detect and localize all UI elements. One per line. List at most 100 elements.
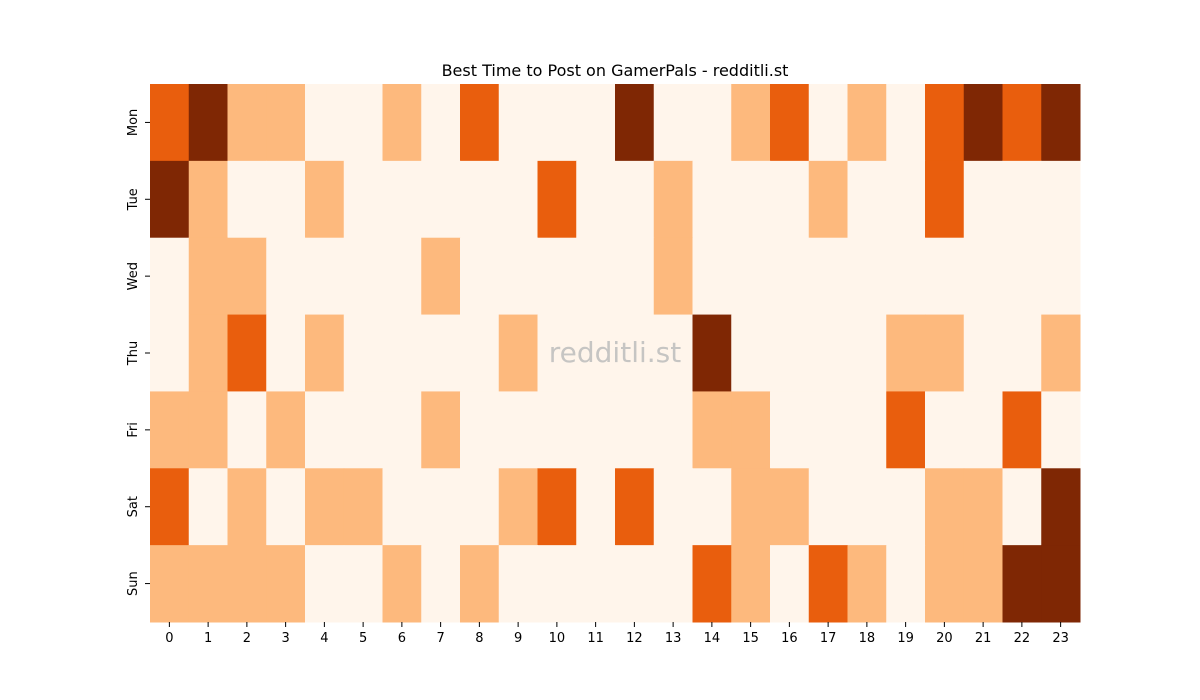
heatmap-cell-sat-23 bbox=[1041, 468, 1081, 546]
x-tick-label: 5 bbox=[359, 631, 367, 646]
heatmap-cell-sun-0 bbox=[150, 545, 190, 623]
heatmap-cell-sat-18 bbox=[847, 468, 887, 546]
heatmap-cell-wed-3 bbox=[266, 237, 306, 316]
heatmap-cell-thu-16 bbox=[770, 314, 810, 392]
heatmap-cell-tue-18 bbox=[847, 160, 887, 239]
heatmap-cell-tue-10 bbox=[537, 160, 577, 239]
x-tick-label: 13 bbox=[665, 631, 682, 646]
heatmap-cell-tue-16 bbox=[770, 160, 810, 239]
x-tick-label: 7 bbox=[436, 631, 444, 646]
heatmap-cell-wed-21 bbox=[963, 237, 1003, 316]
heatmap-cell-tue-2 bbox=[227, 160, 267, 239]
x-tick-label: 19 bbox=[897, 631, 914, 646]
heatmap-cell-tue-4 bbox=[305, 160, 345, 239]
heatmap-cell-wed-5 bbox=[343, 237, 383, 316]
heatmap-cell-tue-14 bbox=[692, 160, 732, 239]
heatmap-cell-thu-15 bbox=[731, 314, 771, 392]
heatmap-cell-mon-19 bbox=[886, 84, 926, 162]
heatmap-cell-fri-2 bbox=[227, 391, 267, 469]
heatmap-cell-sat-13 bbox=[653, 468, 693, 546]
heatmap-cell-sat-3 bbox=[266, 468, 306, 546]
heatmap-cell-sun-7 bbox=[421, 545, 461, 623]
x-tick-label: 10 bbox=[549, 631, 566, 646]
heatmap-cell-sat-8 bbox=[460, 468, 500, 546]
heatmap-cell-sat-7 bbox=[421, 468, 461, 546]
heatmap-cell-sat-17 bbox=[808, 468, 848, 546]
heatmap-cell-thu-17 bbox=[808, 314, 848, 392]
heatmap-cell-mon-14 bbox=[692, 84, 732, 162]
heatmap-cell-thu-12 bbox=[615, 314, 655, 392]
heatmap-cell-sun-8 bbox=[460, 545, 500, 623]
heatmap-cell-tue-20 bbox=[925, 160, 965, 239]
heatmap-cell-wed-4 bbox=[305, 237, 345, 316]
heatmap-cell-tue-21 bbox=[963, 160, 1003, 239]
heatmap-cell-fri-20 bbox=[925, 391, 965, 469]
heatmap-cell-wed-18 bbox=[847, 237, 887, 316]
heatmap-cell-thu-2 bbox=[227, 314, 267, 392]
heatmap-cell-thu-22 bbox=[1002, 314, 1042, 392]
heatmap-cell-tue-22 bbox=[1002, 160, 1042, 239]
heatmap-cell-sun-9 bbox=[498, 545, 538, 623]
heatmap-cell-tue-17 bbox=[808, 160, 848, 239]
heatmap-cell-mon-15 bbox=[731, 84, 771, 162]
heatmap-cell-wed-2 bbox=[227, 237, 267, 316]
x-tick-label: 8 bbox=[475, 631, 483, 646]
heatmap-cell-mon-12 bbox=[615, 84, 655, 162]
heatmap-cell-thu-10 bbox=[537, 314, 577, 392]
heatmap-cell-thu-18 bbox=[847, 314, 887, 392]
heatmap-cell-thu-6 bbox=[382, 314, 422, 392]
heatmap-cell-thu-7 bbox=[421, 314, 461, 392]
heatmap-cell-fri-10 bbox=[537, 391, 577, 469]
x-tick-label: 11 bbox=[587, 631, 604, 646]
x-tick-label: 21 bbox=[975, 631, 992, 646]
heatmap-cell-sat-14 bbox=[692, 468, 732, 546]
heatmap-cell-sun-22 bbox=[1002, 545, 1042, 623]
heatmap-cell-mon-7 bbox=[421, 84, 461, 162]
heatmap-cell-thu-23 bbox=[1041, 314, 1081, 392]
x-tick-label: 17 bbox=[820, 631, 837, 646]
heatmap-cell-mon-18 bbox=[847, 84, 887, 162]
heatmap-cell-fri-22 bbox=[1002, 391, 1042, 469]
heatmap-cell-tue-12 bbox=[615, 160, 655, 239]
x-tick-label: 14 bbox=[704, 631, 721, 646]
heatmap-cell-mon-3 bbox=[266, 84, 306, 162]
heatmap-cell-sun-20 bbox=[925, 545, 965, 623]
heatmap-cell-wed-17 bbox=[808, 237, 848, 316]
heatmap-cell-mon-9 bbox=[498, 84, 538, 162]
heatmap-cell-fri-7 bbox=[421, 391, 461, 469]
heatmap-cell-tue-13 bbox=[653, 160, 693, 239]
heatmap-cell-mon-13 bbox=[653, 84, 693, 162]
heatmap-cell-wed-15 bbox=[731, 237, 771, 316]
heatmap-cell-wed-9 bbox=[498, 237, 538, 316]
heatmap-cell-fri-14 bbox=[692, 391, 732, 469]
heatmap-cell-fri-3 bbox=[266, 391, 306, 469]
heatmap-cell-wed-0 bbox=[150, 237, 190, 316]
heatmap-cell-fri-17 bbox=[808, 391, 848, 469]
heatmap-cell-fri-21 bbox=[963, 391, 1003, 469]
heatmap-cell-sun-12 bbox=[615, 545, 655, 623]
heatmap-cell-mon-5 bbox=[343, 84, 383, 162]
heatmap-cell-mon-2 bbox=[227, 84, 267, 162]
x-tick-label: 18 bbox=[859, 631, 876, 646]
heatmap-cell-fri-4 bbox=[305, 391, 345, 469]
heatmap-cell-sun-19 bbox=[886, 545, 926, 623]
heatmap-cell-wed-6 bbox=[382, 237, 422, 316]
heatmap-cell-thu-3 bbox=[266, 314, 306, 392]
heatmap-cell-wed-12 bbox=[615, 237, 655, 316]
heatmap-cell-sat-20 bbox=[925, 468, 965, 546]
heatmap-cell-wed-19 bbox=[886, 237, 926, 316]
heatmap-cell-mon-16 bbox=[770, 84, 810, 162]
heatmap-cell-sun-16 bbox=[770, 545, 810, 623]
heatmap-cell-tue-5 bbox=[343, 160, 383, 239]
heatmap-cell-sat-4 bbox=[305, 468, 345, 546]
heatmap-cell-fri-18 bbox=[847, 391, 887, 469]
heatmap-cell-wed-11 bbox=[576, 237, 616, 316]
heatmap-cell-mon-11 bbox=[576, 84, 616, 162]
heatmap-cell-sun-13 bbox=[653, 545, 693, 623]
heatmap-cell-fri-9 bbox=[498, 391, 538, 469]
heatmap-cell-fri-8 bbox=[460, 391, 500, 469]
y-tick-label: Wed bbox=[126, 262, 141, 290]
heatmap-cell-sun-5 bbox=[343, 545, 383, 623]
heatmap-cell-mon-1 bbox=[188, 84, 228, 162]
heatmap-cell-wed-8 bbox=[460, 237, 500, 316]
